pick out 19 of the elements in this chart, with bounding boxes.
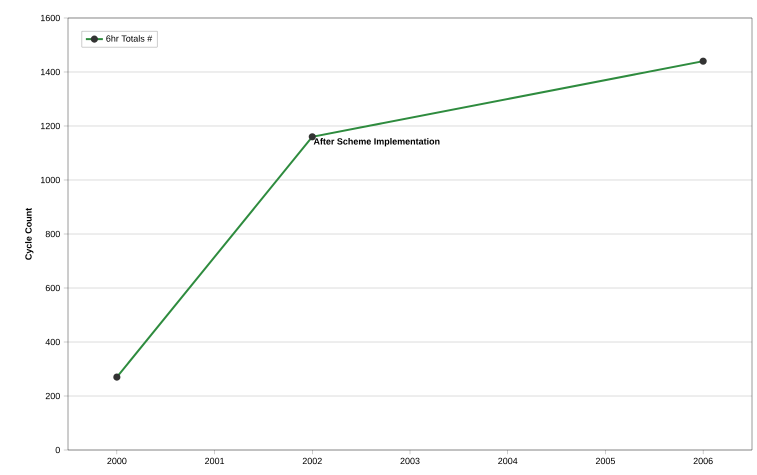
- y-tick-label: 200: [46, 392, 60, 400]
- y-tick-label: 0: [56, 446, 60, 454]
- y-tick-label: 600: [46, 284, 60, 292]
- y-axis-title: Cycle Count: [25, 208, 34, 260]
- y-tick-label: 1200: [41, 122, 60, 130]
- x-tick-label: 2006: [694, 458, 713, 464]
- x-tick-label: 2003: [400, 458, 420, 464]
- x-tick-label: 2001: [205, 458, 224, 464]
- y-tick-label: 1000: [41, 176, 60, 184]
- x-tick-label: 2004: [498, 458, 518, 464]
- y-tick-label: 400: [46, 338, 60, 346]
- y-tick-label: 1400: [41, 68, 60, 76]
- x-tick-label: 2000: [107, 458, 126, 464]
- y-tick-label: 1600: [41, 14, 60, 22]
- legend-label: 6hr Totals #: [106, 35, 152, 42]
- y-tick-label: 800: [46, 230, 60, 238]
- x-tick-label: 2002: [302, 458, 322, 464]
- x-tick-label: 2005: [596, 458, 616, 464]
- annotation: After Scheme Implementation: [314, 138, 440, 146]
